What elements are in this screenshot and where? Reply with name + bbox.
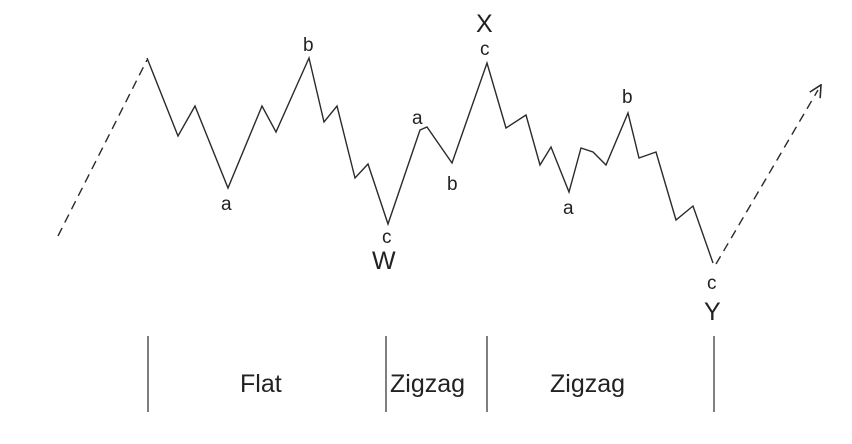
section-label-zigzag-1: Zigzag — [390, 370, 465, 398]
label-y: Y — [704, 298, 721, 326]
label-flat-b: b — [303, 35, 314, 56]
section-label-zigzag-2: Zigzag — [550, 370, 625, 398]
outgoing-dashed-trend — [715, 90, 818, 265]
incoming-dashed-trend — [57, 59, 148, 237]
label-flat-a: a — [221, 194, 232, 215]
wave-path — [146, 55, 714, 264]
label-flat-c: c — [382, 227, 392, 248]
label-zigzag2-b: b — [622, 87, 633, 108]
label-w: W — [372, 247, 396, 275]
label-zigzag2-c: c — [707, 273, 717, 294]
label-zigzag2-a: a — [563, 198, 574, 219]
label-zigzag1-b: b — [447, 174, 458, 195]
label-x: X — [476, 10, 493, 38]
label-zigzag1-c: c — [480, 39, 490, 60]
section-label-flat: Flat — [240, 370, 282, 398]
label-zigzag1-a: a — [412, 108, 423, 129]
